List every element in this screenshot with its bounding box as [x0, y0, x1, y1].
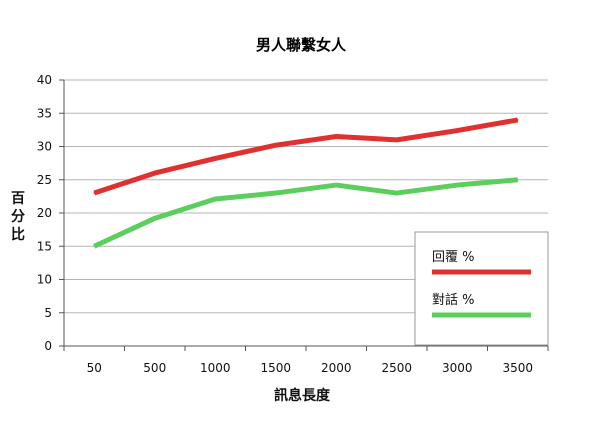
data-point	[395, 139, 398, 141]
chart-title: 男人聯繫女人	[256, 36, 347, 54]
data-point	[153, 217, 156, 220]
data-point	[93, 192, 96, 194]
x-tick-label: 2500	[381, 361, 412, 375]
data-point	[274, 144, 277, 146]
y-tick-label: 25	[37, 173, 52, 187]
legend-label-1: 對話 %	[432, 292, 475, 308]
data-point	[516, 119, 519, 121]
data-point	[395, 192, 398, 194]
x-tick-label: 50	[87, 361, 102, 375]
x-tick-label: 2000	[321, 361, 352, 375]
data-point	[214, 157, 217, 160]
x-tick-label: 1000	[200, 361, 231, 375]
y-tick-label: 40	[37, 73, 52, 87]
y-tick-label: 35	[37, 106, 52, 120]
data-point	[214, 198, 217, 200]
y-axis-title-char: 比	[11, 226, 25, 243]
x-tick-label: 1500	[260, 361, 291, 375]
data-point	[456, 184, 459, 186]
legend-label-0: 回覆 %	[432, 250, 475, 265]
x-tick-label: 3000	[442, 361, 473, 375]
y-tick-label: 5	[44, 306, 52, 320]
data-point	[93, 245, 96, 248]
data-point	[274, 192, 277, 194]
data-point	[153, 172, 156, 174]
y-tick-label: 0	[44, 339, 52, 353]
series-line-0	[93, 117, 519, 196]
grid	[64, 79, 548, 314]
legend: 回覆 % 對話 %	[414, 231, 549, 346]
legend-box	[414, 231, 549, 346]
series-line-1	[93, 177, 518, 249]
y-axis-title-char: 百	[11, 191, 25, 207]
y-axis-title: 百分比	[11, 191, 25, 243]
data-point	[456, 129, 459, 132]
data-point	[335, 184, 338, 186]
x-tick-label: 3500	[502, 361, 533, 375]
x-tick-label: 500	[143, 361, 166, 375]
data-point	[335, 135, 338, 138]
data-point	[516, 178, 519, 181]
y-axis-ticks: 0 5 10 15 20 25 30 35 40	[37, 73, 64, 353]
x-axis-ticks: 50 500 1000 1500 2000 2500 3000 3500	[63, 346, 549, 375]
series-lines	[93, 117, 519, 249]
y-axis-title-char: 分	[11, 209, 25, 225]
y-tick-label: 10	[37, 273, 52, 287]
y-tick-label: 30	[37, 140, 52, 154]
y-tick-label: 15	[37, 239, 52, 253]
y-tick-label: 20	[37, 206, 52, 220]
x-axis-title: 訊息長度	[274, 387, 331, 404]
